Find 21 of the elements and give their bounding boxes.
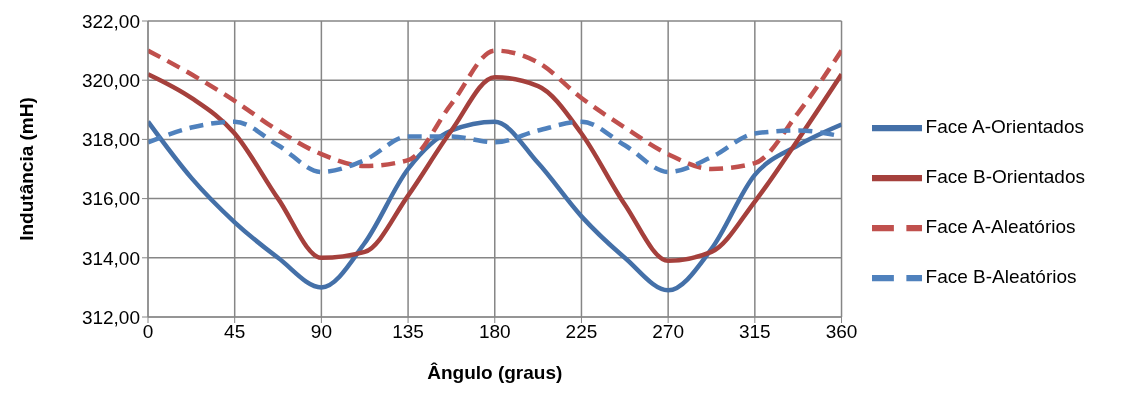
y-tick-label: 322,00 bbox=[81, 10, 140, 32]
y-tick-label: 320,00 bbox=[81, 69, 140, 91]
y-tick-label: 316,00 bbox=[81, 188, 140, 210]
y-axis-title: Indutância (mH) bbox=[15, 97, 37, 241]
x-tick-label: 45 bbox=[224, 321, 246, 343]
x-tick-label: 0 bbox=[142, 321, 154, 343]
x-tick-label: 90 bbox=[310, 321, 332, 343]
x-tick-label: 225 bbox=[565, 321, 598, 343]
y-tick-label: 312,00 bbox=[81, 306, 140, 328]
legend-label: Face A-Orientados bbox=[925, 115, 1084, 137]
y-tick-label: 314,00 bbox=[81, 247, 140, 269]
x-tick-label: 180 bbox=[478, 321, 511, 343]
y-tick-label: 318,00 bbox=[81, 129, 140, 151]
x-tick-label: 135 bbox=[392, 321, 424, 343]
legend-label: Face B-Orientados bbox=[925, 165, 1085, 187]
x-tick-label: 315 bbox=[738, 321, 771, 343]
x-axis-title: Ângulo (graus) bbox=[427, 362, 563, 383]
legend-label: Face B-Aleatórios bbox=[925, 265, 1077, 287]
x-tick-label: 270 bbox=[652, 321, 684, 343]
legend-label: Face A-Aleatórios bbox=[925, 215, 1076, 237]
x-tick-label: 360 bbox=[825, 321, 858, 343]
